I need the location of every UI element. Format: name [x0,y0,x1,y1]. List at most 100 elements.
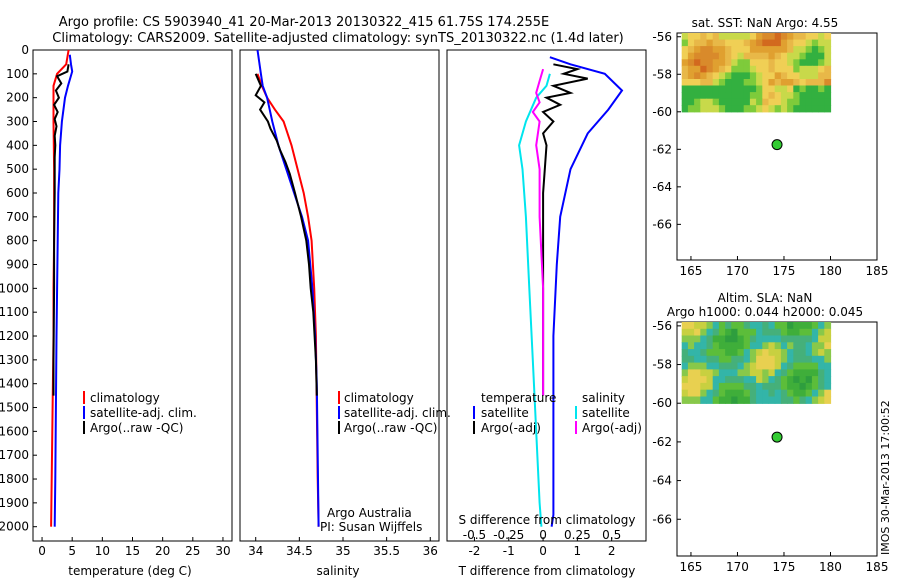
map-cell [818,39,825,47]
map-cell [780,65,788,73]
map-cell [700,33,708,41]
map-cell [712,328,720,337]
map-cell [712,39,720,47]
map-cell [811,85,819,93]
x-tick-label: 25 [185,544,200,558]
map-cell [681,322,689,330]
map-x-tick-label: 170 [726,560,749,574]
map-cell [694,52,701,60]
map-cell [824,396,832,404]
map-cell [718,92,726,100]
map-cell [706,355,714,364]
sla-image [681,322,832,404]
map-cell [799,79,807,87]
map-cell [774,72,782,80]
map-cell [811,39,819,47]
map-cell [731,98,739,106]
map-cell [694,79,701,87]
map-cell [743,33,751,41]
map-cell [681,39,689,47]
map-cell [774,79,782,87]
map-cell [725,335,732,343]
map-cell [694,328,701,337]
map-cell [768,389,776,398]
map-cell [737,92,745,100]
map-cell [768,39,776,47]
legend-satellite-label: satellite-adj. clim. [90,406,197,420]
map-cell [805,362,813,370]
map-cell [774,52,782,60]
map-cell [799,362,807,370]
map-cell [780,92,788,100]
map-cell [799,389,807,398]
x2-tick-label: 0.5 [602,528,621,542]
x-tick-label: 30 [215,544,230,558]
map-cell [731,322,739,330]
map-cell [725,46,732,54]
map-cell [793,396,801,404]
map-cell [799,369,807,377]
map-cell [700,349,708,357]
map-cell [774,396,782,404]
map-x-tick-label: 175 [773,560,796,574]
map-cell [824,355,832,364]
map-cell [687,335,695,343]
map-cell [712,362,720,370]
map-cell [793,355,801,364]
map-cell [681,79,689,87]
map-cell [756,382,763,391]
depth-tick-label: 700 [6,210,29,224]
map-cell [687,33,695,41]
map-cell [811,79,819,87]
map-cell [681,342,689,350]
map-cell [818,65,825,73]
map-cell [793,72,801,80]
map-cell [799,98,807,106]
map-cell [811,59,819,67]
map-cell [780,59,788,67]
map-cell [780,85,788,93]
map-cell [756,322,763,330]
map-cell [700,396,708,404]
map-cell [768,98,776,106]
map-cell [725,65,732,73]
map-cell [762,376,770,384]
map-cell [731,335,739,343]
map-cell [818,328,825,337]
map-cell [818,79,825,87]
map-cell [718,382,726,391]
depth-tick-label: 2000 [0,520,29,534]
map-cell [706,59,714,67]
map-cell [818,105,825,113]
map-cell [811,335,819,343]
map-cell [787,396,794,404]
map-cell [780,98,788,106]
map-cell [749,105,757,113]
map-cell [787,389,794,398]
map-cell [774,105,782,113]
map-cell [694,376,701,384]
map-cell [743,39,751,47]
map-cell [762,389,770,398]
map-cell [700,362,708,370]
map-cell [706,342,714,350]
map-cell [818,335,825,343]
map-cell [706,105,714,113]
map-cell [756,376,763,384]
map-cell [694,92,701,100]
map-cell [712,105,720,113]
map-cell [694,46,701,54]
map-cell [737,79,745,87]
map-cell [687,39,695,47]
map-cell [756,98,763,106]
map-cell [718,349,726,357]
map-cell [731,355,739,364]
legend-climatology-label: climatology [344,391,414,405]
map-cell [725,322,732,330]
series-satellite-adj-clim-line [53,54,74,527]
map-cell [706,72,714,80]
map-cell [811,389,819,398]
map-cell [793,105,801,113]
map-cell [762,382,770,391]
x-tick-label: 0 [38,544,46,558]
